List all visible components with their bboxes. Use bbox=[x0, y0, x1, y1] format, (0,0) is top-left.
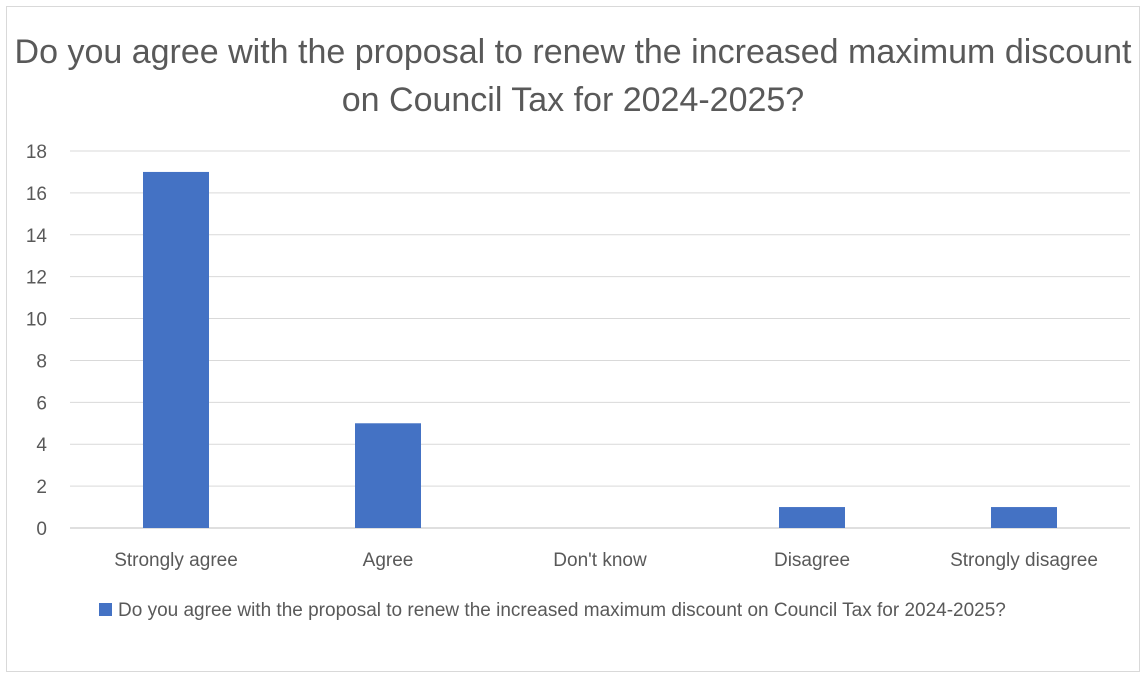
legend-swatch bbox=[99, 603, 112, 616]
y-tick-label: 18 bbox=[26, 142, 47, 163]
x-tick-label: Disagree bbox=[774, 550, 850, 571]
bar bbox=[991, 507, 1057, 528]
y-tick-label: 2 bbox=[36, 477, 47, 498]
x-tick-label: Strongly agree bbox=[114, 550, 238, 571]
gridlines bbox=[70, 150, 1130, 529]
y-tick-label: 16 bbox=[26, 184, 47, 205]
x-tick-label: Strongly disagree bbox=[950, 550, 1098, 571]
bar bbox=[779, 507, 845, 528]
legend-label: Do you agree with the proposal to renew … bbox=[118, 600, 1006, 621]
y-tick-label: 12 bbox=[26, 268, 47, 289]
x-tick-label: Agree bbox=[363, 550, 414, 571]
y-tick-label: 10 bbox=[26, 310, 47, 331]
y-tick-label: 8 bbox=[36, 351, 47, 372]
chart-title: Do you agree with the proposal to renew … bbox=[14, 33, 1132, 119]
y-tick-label: 6 bbox=[36, 393, 47, 414]
y-tick-label: 0 bbox=[36, 519, 47, 540]
y-tick-label: 4 bbox=[36, 435, 47, 456]
bar bbox=[143, 171, 209, 528]
x-tick-label: Don't know bbox=[553, 550, 647, 571]
bar bbox=[355, 423, 421, 528]
y-axis-ticks: 0 2 4 6 8 10 12 14 16 18 bbox=[26, 142, 48, 540]
x-axis-labels: Strongly agree Agree Don't know Disagree Str… bbox=[114, 550, 1098, 571]
y-tick-label: 14 bbox=[26, 226, 48, 247]
legend: Do you agree with the proposal to renew … bbox=[99, 597, 1108, 624]
bars bbox=[143, 171, 1057, 528]
